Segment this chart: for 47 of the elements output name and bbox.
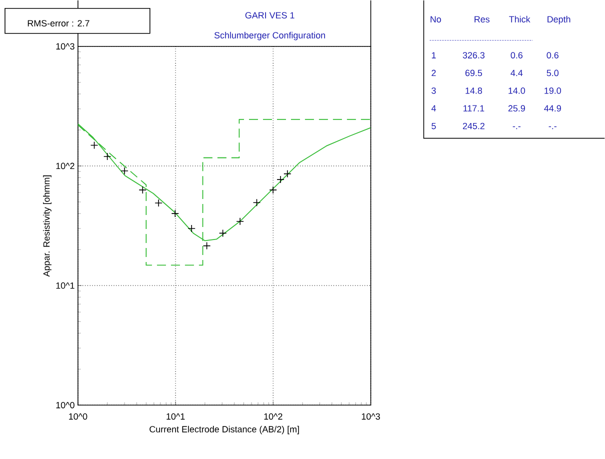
text: Thick [509, 16, 530, 22]
text: 0.6 [546, 52, 558, 58]
y-tick-label: 10^3 [56, 43, 74, 50]
point [269, 186, 277, 194]
point [90, 141, 98, 150]
y-tick-label: 10^0 [56, 402, 74, 408]
point [202, 242, 211, 250]
text: 25.9 [508, 105, 525, 112]
text: 2 [432, 70, 436, 76]
text: 69.5 [465, 70, 482, 76]
text: 5 [432, 122, 436, 130]
text: Depth [548, 16, 570, 24]
point [154, 199, 162, 207]
text: Res [474, 16, 490, 22]
point [218, 229, 227, 238]
text: No [430, 16, 441, 22]
text: 19.0 [544, 87, 562, 94]
x-tick-label: 10^2 [264, 413, 282, 420]
chart-title: GARI VES 1 [245, 12, 294, 18]
text: 4.4 [510, 70, 523, 76]
point [188, 224, 196, 232]
point [171, 210, 180, 218]
y-axis-title: Appar. Resistivity [ohmm] [43, 175, 52, 277]
text: 3 [432, 87, 436, 94]
text: 117.1 [464, 105, 484, 112]
x-tick-label: 10^1 [166, 413, 185, 420]
text: 5.0 [546, 70, 559, 76]
text: 14.0 [508, 87, 526, 94]
point [138, 186, 147, 194]
text: 44.9 [544, 105, 561, 112]
x-axis-title: Current Electrode Distance (AB/2) [m] [150, 426, 299, 434]
x-tick-label: 10^3 [362, 413, 380, 420]
text: RMS-error : 2.7 [28, 20, 90, 26]
text: 1 [432, 52, 436, 58]
y-tick-label: 10^1 [56, 282, 74, 289]
point [236, 217, 244, 226]
text: -.- [512, 126, 521, 130]
chart-subtitle: Schlumberger Configuration [214, 32, 326, 40]
text: 326.3 [462, 52, 485, 58]
y-tick-label: 10^2 [56, 162, 74, 170]
text: 245.2 [462, 122, 484, 130]
text: 14.8 [466, 87, 482, 94]
text: 0.6 [510, 52, 523, 58]
text: 4 [431, 105, 436, 112]
text: -.- [548, 126, 556, 130]
point [252, 198, 261, 206]
x-tick-label: 10^0 [69, 413, 88, 420]
